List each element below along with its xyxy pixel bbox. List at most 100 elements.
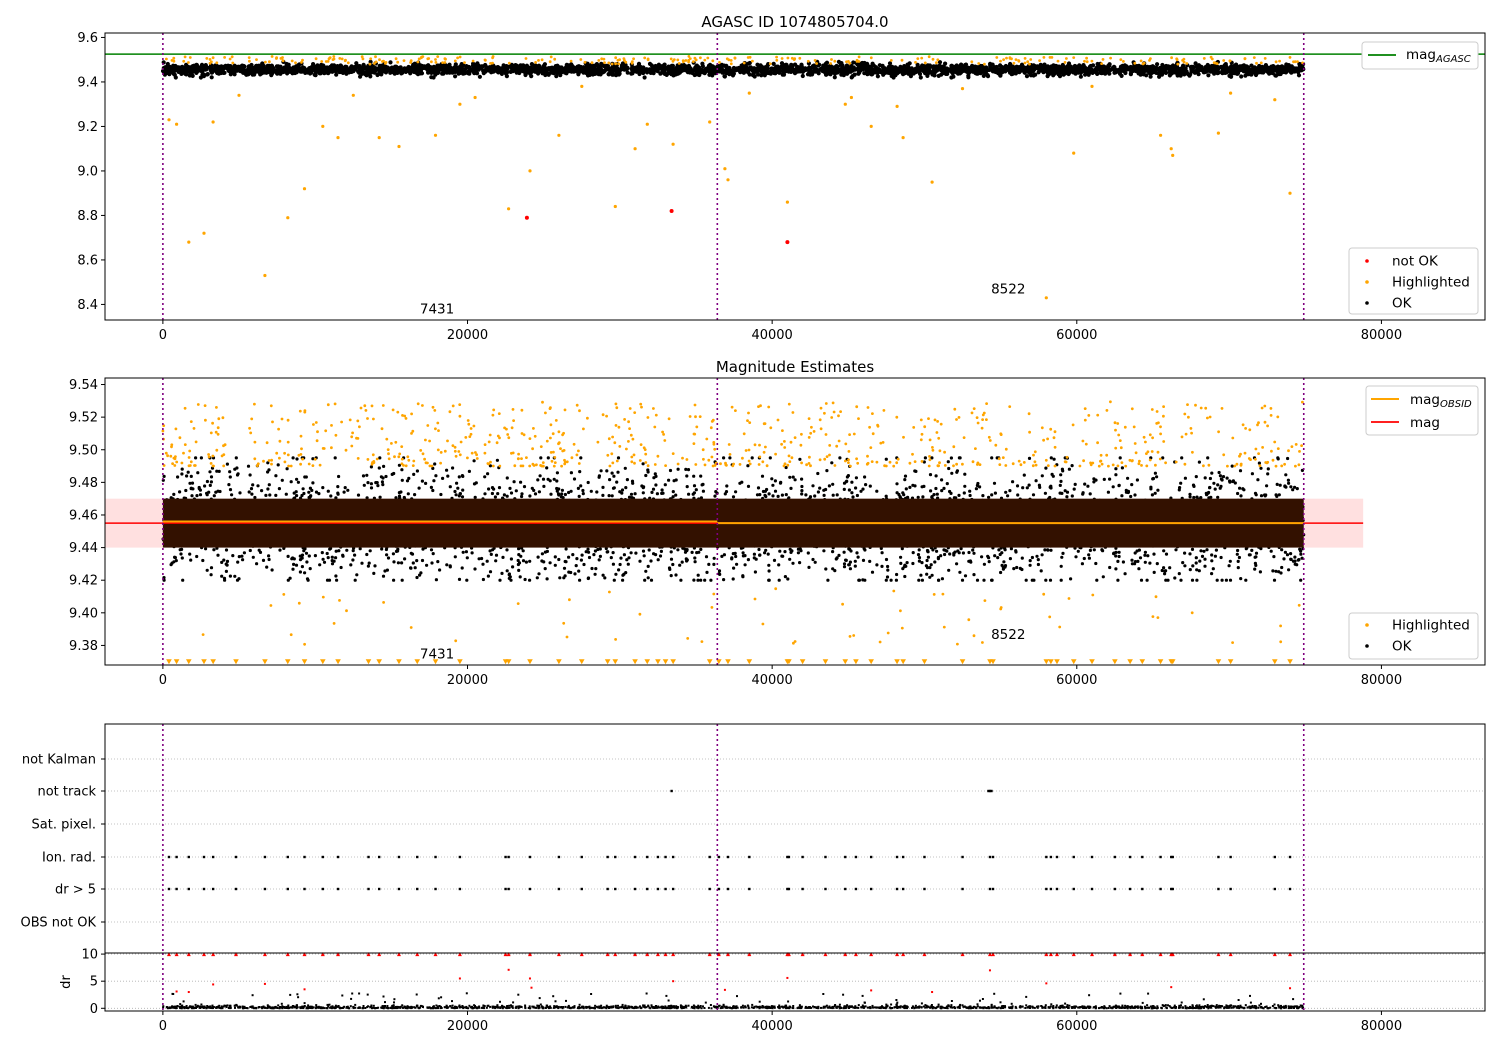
ok-point — [954, 70, 959, 75]
ok-point — [932, 73, 937, 78]
ok-point — [372, 70, 377, 75]
ok-point — [598, 554, 603, 559]
ok-point — [1210, 471, 1214, 475]
ok-point — [630, 71, 635, 76]
ok-point — [1228, 578, 1233, 582]
highlighted-point — [215, 61, 219, 65]
ok-point — [585, 68, 590, 73]
ok-point — [1018, 566, 1022, 571]
ok-point — [928, 70, 933, 75]
ok-point — [1177, 488, 1181, 492]
ok-point — [1043, 491, 1047, 495]
highlighted-point — [275, 57, 278, 60]
ok-point — [1153, 471, 1157, 475]
ok-point — [750, 456, 754, 460]
ok-point — [592, 67, 597, 73]
ok-point — [429, 75, 434, 80]
ok-point — [997, 548, 1001, 552]
ok-point — [972, 573, 976, 577]
ok-point — [1144, 73, 1149, 78]
ok-point — [241, 558, 245, 562]
highlighted-point — [579, 58, 583, 61]
ok-point — [772, 558, 777, 563]
ok-point — [735, 562, 739, 566]
ok-point — [358, 74, 363, 79]
ok-point — [564, 547, 568, 551]
ok-point — [1282, 557, 1286, 561]
ok-point — [453, 67, 458, 72]
ok-point — [1256, 70, 1261, 75]
highlighted-point — [798, 56, 802, 60]
highlighted-point — [1175, 57, 1179, 61]
ok-point — [233, 574, 237, 578]
ok-point — [1216, 495, 1220, 499]
ok-point — [242, 551, 246, 555]
ok-point — [626, 562, 630, 566]
ok-point — [291, 567, 295, 571]
ok-point — [540, 70, 545, 75]
highlighted-point — [895, 104, 899, 108]
ok-point — [420, 479, 424, 483]
highlighted-point — [900, 58, 904, 62]
p0-x-tick-label: 60000 — [1056, 328, 1097, 343]
highlighted-point — [281, 59, 285, 63]
ok-point — [334, 556, 338, 560]
highlighted-point — [646, 58, 650, 62]
ok-point — [1169, 71, 1175, 76]
highlighted-point — [630, 60, 634, 63]
highlighted-point — [346, 61, 350, 65]
ok-point — [700, 70, 705, 75]
ok-point — [771, 61, 776, 66]
highlighted-point — [1090, 59, 1094, 63]
ok-point — [1153, 70, 1158, 75]
ok-point — [950, 471, 954, 475]
highlighted-point — [205, 57, 209, 60]
ok-point — [788, 475, 792, 479]
ok-point — [1261, 70, 1266, 75]
p0-y-tick-label: 9.4 — [77, 75, 98, 90]
highlighted-point — [534, 61, 537, 64]
ok-point — [203, 67, 208, 72]
ok-point — [800, 489, 804, 493]
highlighted-point — [632, 57, 635, 61]
highlighted-point — [1169, 147, 1173, 151]
ok-point — [907, 61, 912, 66]
ok-point — [1038, 68, 1044, 73]
ok-point — [178, 490, 182, 494]
ok-point — [587, 72, 592, 77]
highlighted-point — [1063, 61, 1067, 64]
ok-point — [1217, 470, 1221, 475]
ok-point — [728, 456, 732, 460]
p0-x-tick-label: 80000 — [1361, 328, 1402, 343]
ok-point — [528, 578, 532, 582]
ok-point — [268, 66, 273, 71]
ok-point — [868, 71, 873, 76]
ok-point — [1094, 69, 1099, 74]
ok-point — [1113, 68, 1119, 73]
ok-point — [286, 69, 291, 74]
ok-point — [472, 459, 476, 463]
highlighted-point — [1182, 60, 1186, 64]
highlighted-point — [211, 120, 215, 124]
ok-point — [1086, 484, 1090, 488]
ok-point — [1249, 63, 1254, 68]
highlighted-point — [1171, 153, 1175, 157]
ok-point — [267, 557, 271, 562]
ok-point — [502, 493, 506, 497]
ok-point — [199, 456, 203, 460]
highlighted-point — [187, 240, 191, 244]
highlighted-point — [815, 62, 818, 65]
not-ok-point — [524, 215, 529, 220]
ok-point — [1218, 474, 1222, 478]
highlighted-point — [458, 102, 462, 106]
ok-point — [1107, 71, 1112, 76]
ok-point — [1182, 67, 1187, 72]
ok-point — [334, 72, 339, 77]
ok-point — [1009, 72, 1014, 77]
highlighted-point — [1288, 191, 1292, 195]
highlighted-point — [211, 56, 215, 60]
ok-point — [562, 566, 567, 570]
ok-point — [680, 68, 685, 73]
ok-point — [487, 65, 492, 70]
